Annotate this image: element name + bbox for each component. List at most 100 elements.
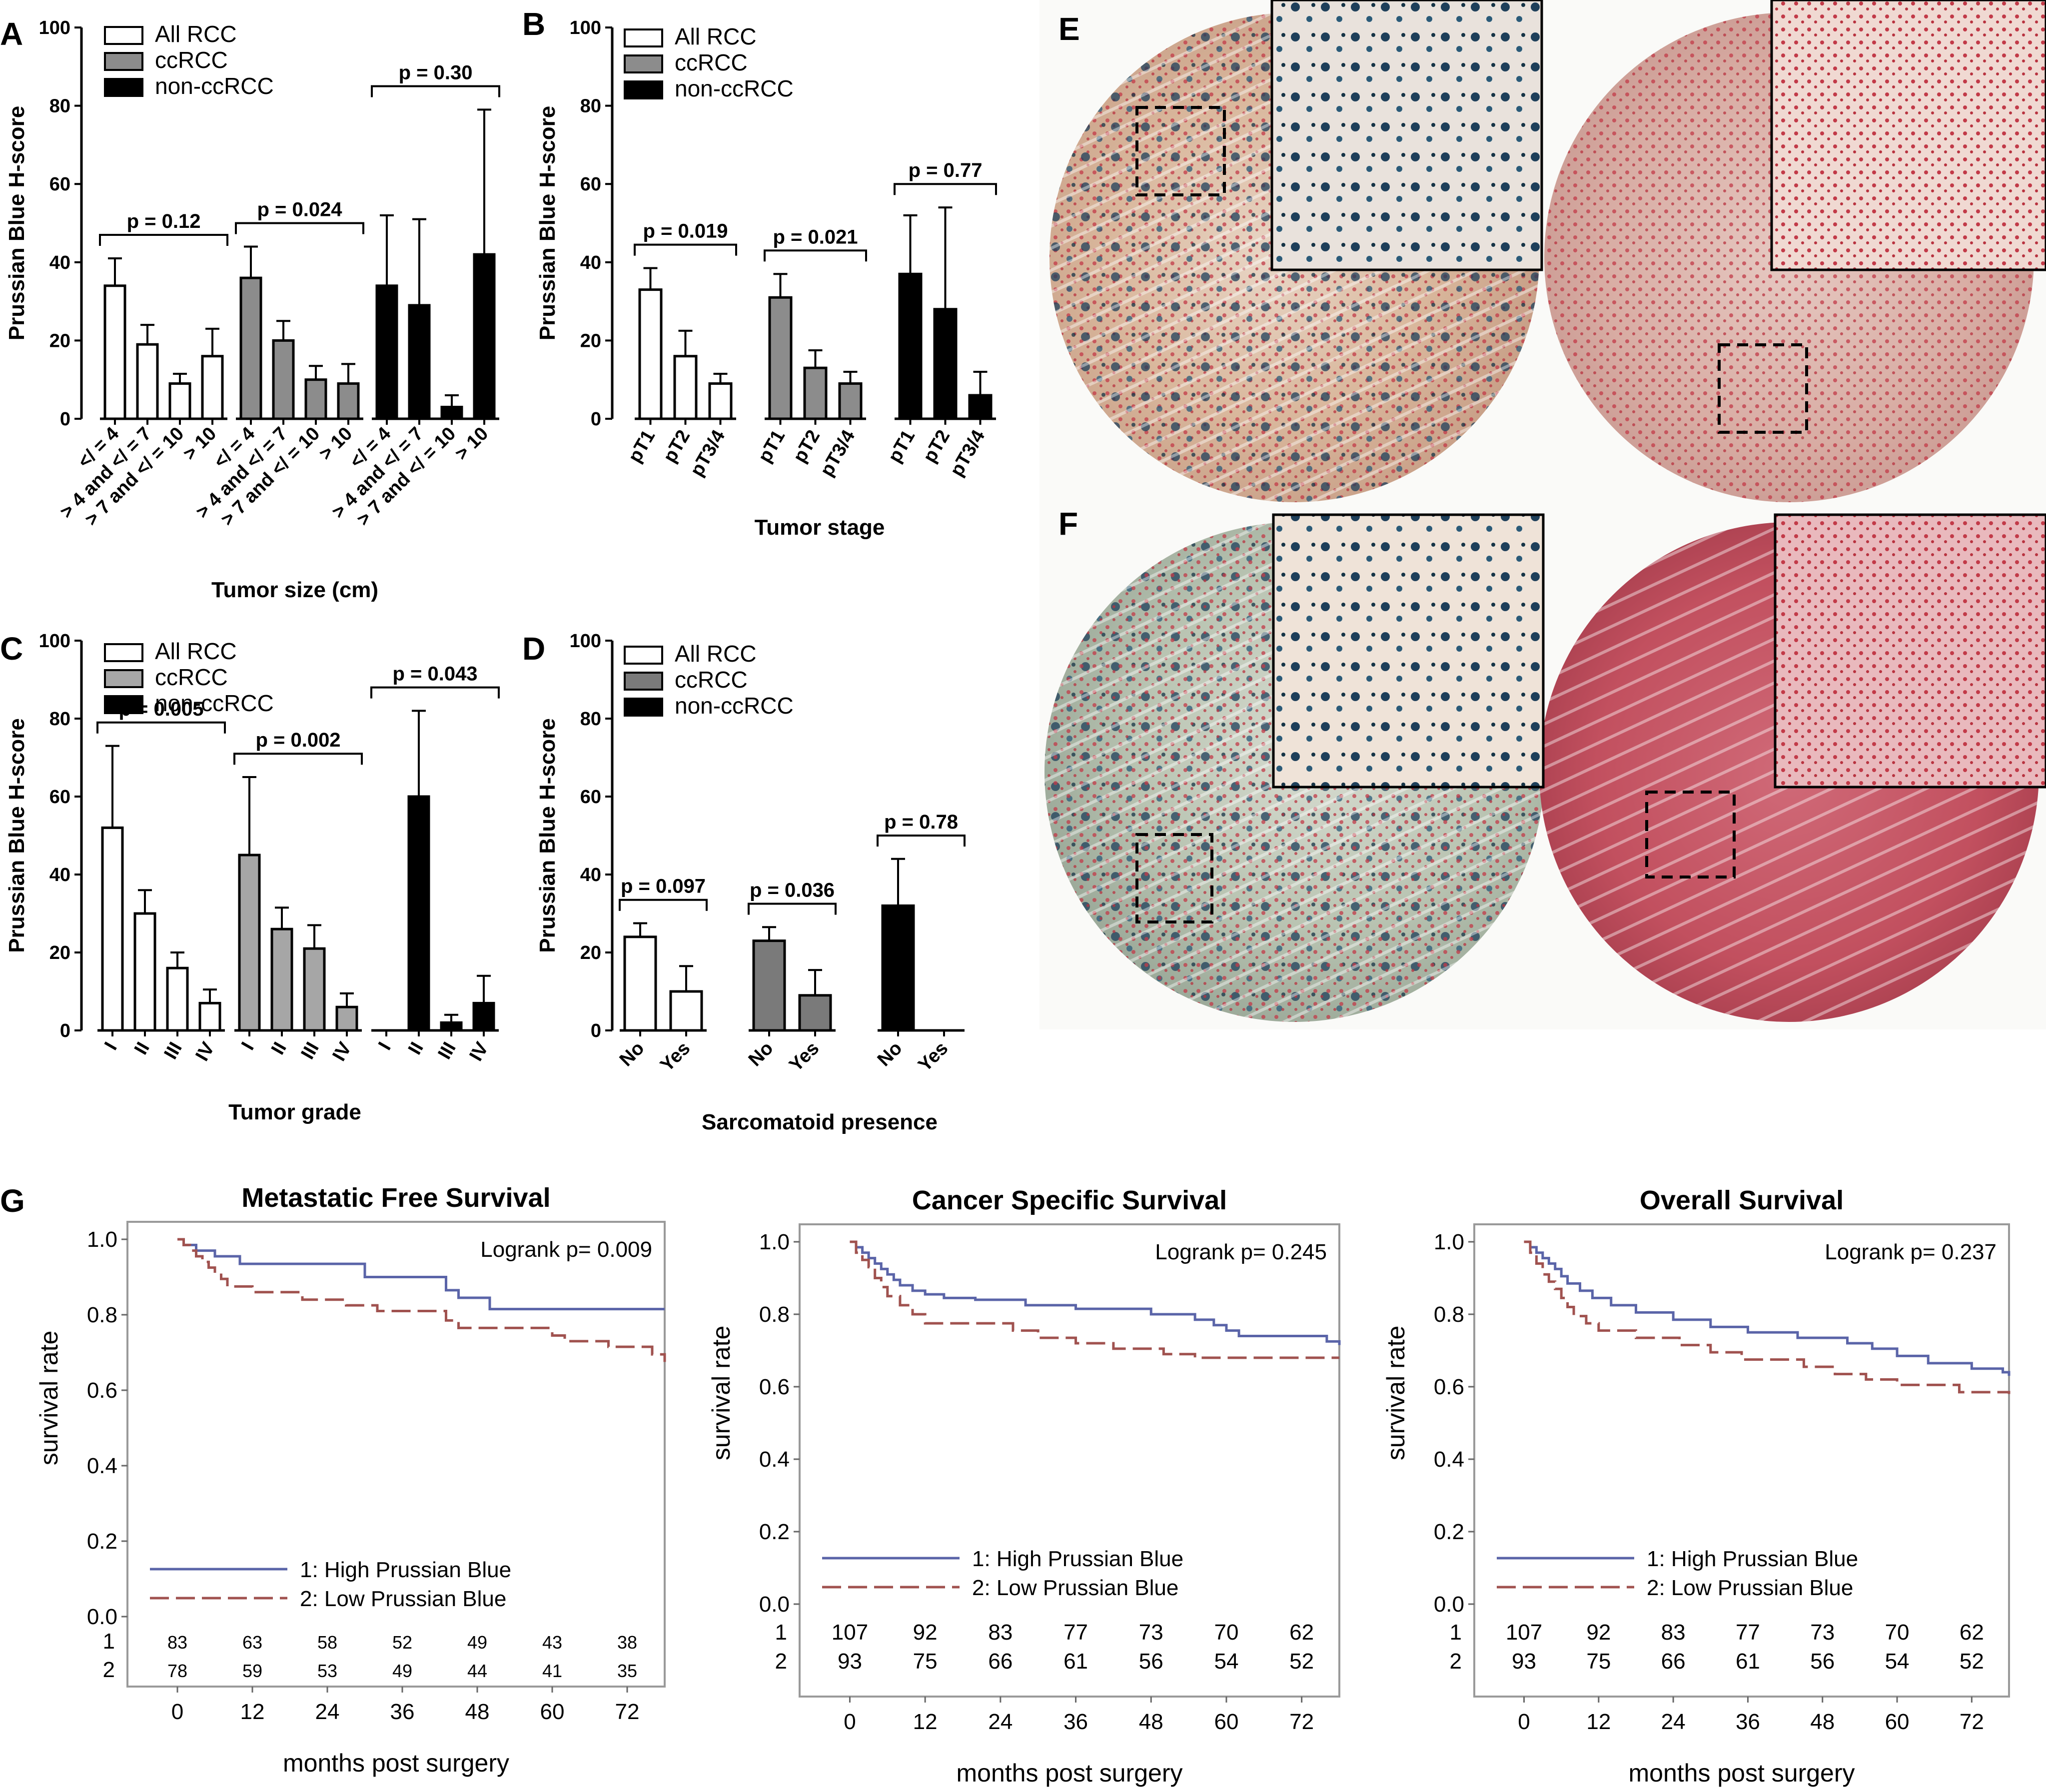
x-tick-label: pT1: [624, 427, 659, 467]
legend-swatch: [104, 669, 143, 688]
risk-count: 73: [1139, 1620, 1163, 1645]
p-value-label: p = 0.036: [750, 880, 835, 901]
legend-label: non-ccRCC: [155, 690, 274, 716]
risk-row-label: 1: [1450, 1620, 1462, 1645]
legend-label: All RCC: [155, 21, 237, 47]
x-tick-label: 60: [540, 1700, 565, 1724]
bar: [933, 308, 958, 420]
y-tick-label: 0.0: [87, 1605, 117, 1629]
risk-count: 52: [392, 1632, 412, 1653]
bar: [473, 253, 496, 420]
risk-row-label: 1: [775, 1620, 787, 1645]
risk-count: 66: [1661, 1649, 1686, 1674]
legend-swatch: [104, 26, 143, 45]
legend-label: 2: Low Prussian Blue: [972, 1576, 1178, 1600]
survival-curve-high: [177, 1238, 665, 1311]
x-tick-label: 24: [988, 1710, 1013, 1734]
y-tick-label: 0: [60, 1020, 70, 1041]
y-tick-label: 1.0: [759, 1230, 790, 1254]
y-tick-label: 60: [580, 787, 601, 808]
x-tick-label: II: [404, 1039, 428, 1058]
p-value-bracket: [619, 898, 708, 911]
p-value-bracket: [235, 222, 364, 234]
y-tick-label: 20: [580, 942, 601, 963]
bar: [708, 382, 733, 420]
x-tick-label: 60: [1214, 1710, 1238, 1734]
survival-curve-high: [1524, 1240, 2011, 1376]
risk-count: 56: [1139, 1649, 1163, 1674]
y-tick-label: 1.0: [87, 1227, 117, 1252]
risk-count: 70: [1885, 1620, 1910, 1645]
bar: [408, 304, 431, 420]
x-tick-label: 36: [1063, 1710, 1088, 1734]
legend-label: All RCC: [675, 641, 757, 667]
x-tick-label: pT2: [659, 427, 694, 467]
y-axis-label: Prussian Blue H-score: [535, 106, 560, 341]
legend-swatch: [104, 52, 143, 71]
x-tick-label: IV: [465, 1038, 493, 1065]
x-tick-label: 36: [1736, 1710, 1760, 1734]
y-tick-label: 40: [580, 252, 601, 273]
x-axis-label: Tumor grade: [228, 1100, 361, 1124]
x-tick-label: 72: [615, 1700, 640, 1724]
risk-count: 92: [913, 1620, 938, 1645]
risk-count: 66: [988, 1649, 1013, 1674]
logrank-label: Logrank p= 0.237: [1825, 1240, 1997, 1264]
risk-count: 54: [1885, 1649, 1910, 1674]
panel-e-micrographs: E: [1039, 0, 2046, 510]
zoom-region-box: [1135, 833, 1213, 923]
x-tick-label: 0: [844, 1710, 856, 1734]
panel-letter: F: [1058, 506, 1078, 542]
x-tick-label: 24: [315, 1700, 340, 1724]
inset-left-frame: [1272, 513, 1545, 789]
legend-label: ccRCC: [155, 47, 228, 73]
p-value-label: p = 0.77: [909, 159, 983, 181]
legend-swatch: [104, 78, 143, 97]
y-axis-label: Prussian Blue H-score: [4, 106, 29, 341]
y-tick-label: 0.6: [1434, 1375, 1464, 1399]
risk-count: 63: [242, 1632, 262, 1653]
y-tick-label: 60: [49, 787, 70, 808]
legend-swatch: [624, 646, 663, 665]
bar: [440, 1021, 463, 1032]
y-tick-label: 0: [60, 409, 70, 430]
risk-count: 61: [1736, 1649, 1760, 1674]
risk-count: 83: [1661, 1620, 1686, 1645]
risk-count: 83: [167, 1632, 187, 1653]
panel-f-micrographs: F: [1039, 506, 2046, 1029]
bar: [440, 406, 463, 420]
survival-plot-title: Cancer Specific Survival: [912, 1185, 1227, 1215]
risk-count: 56: [1810, 1649, 1835, 1674]
bar: [638, 288, 663, 420]
bar: [472, 1001, 495, 1032]
x-tick-label: No: [745, 1038, 778, 1071]
survival-curve-low: [850, 1240, 1339, 1359]
bar: [238, 854, 261, 1032]
y-tick-label: 40: [49, 865, 70, 886]
panel-letter: B: [522, 6, 545, 42]
bar: [270, 927, 293, 1032]
risk-count: 52: [1960, 1649, 1984, 1674]
p-value-label: p = 0.78: [884, 811, 958, 833]
legend-swatch: [624, 54, 663, 73]
bar: [136, 343, 159, 420]
y-tick-label: 100: [570, 631, 601, 652]
y-tick-label: 0.0: [759, 1592, 790, 1617]
inset-right-frame: [1774, 513, 2046, 789]
x-tick-label: I: [374, 1039, 395, 1054]
bar: [407, 795, 430, 1032]
y-tick-label: 40: [49, 252, 70, 273]
x-tick-label: IV: [328, 1038, 356, 1065]
panel-letter: A: [0, 16, 23, 52]
risk-count: 61: [1063, 1649, 1088, 1674]
bar: [838, 382, 863, 420]
risk-count: 75: [1586, 1649, 1611, 1674]
legend-label: non-ccRCC: [675, 693, 794, 719]
inset-left-frame: [1270, 0, 1543, 271]
risk-count: 35: [617, 1661, 637, 1681]
y-tick-label: 0.2: [759, 1520, 790, 1544]
legend-label: 1: High Prussian Blue: [1647, 1547, 1858, 1571]
risk-count: 58: [317, 1632, 337, 1653]
legend-label: non-ccRCC: [675, 75, 794, 101]
